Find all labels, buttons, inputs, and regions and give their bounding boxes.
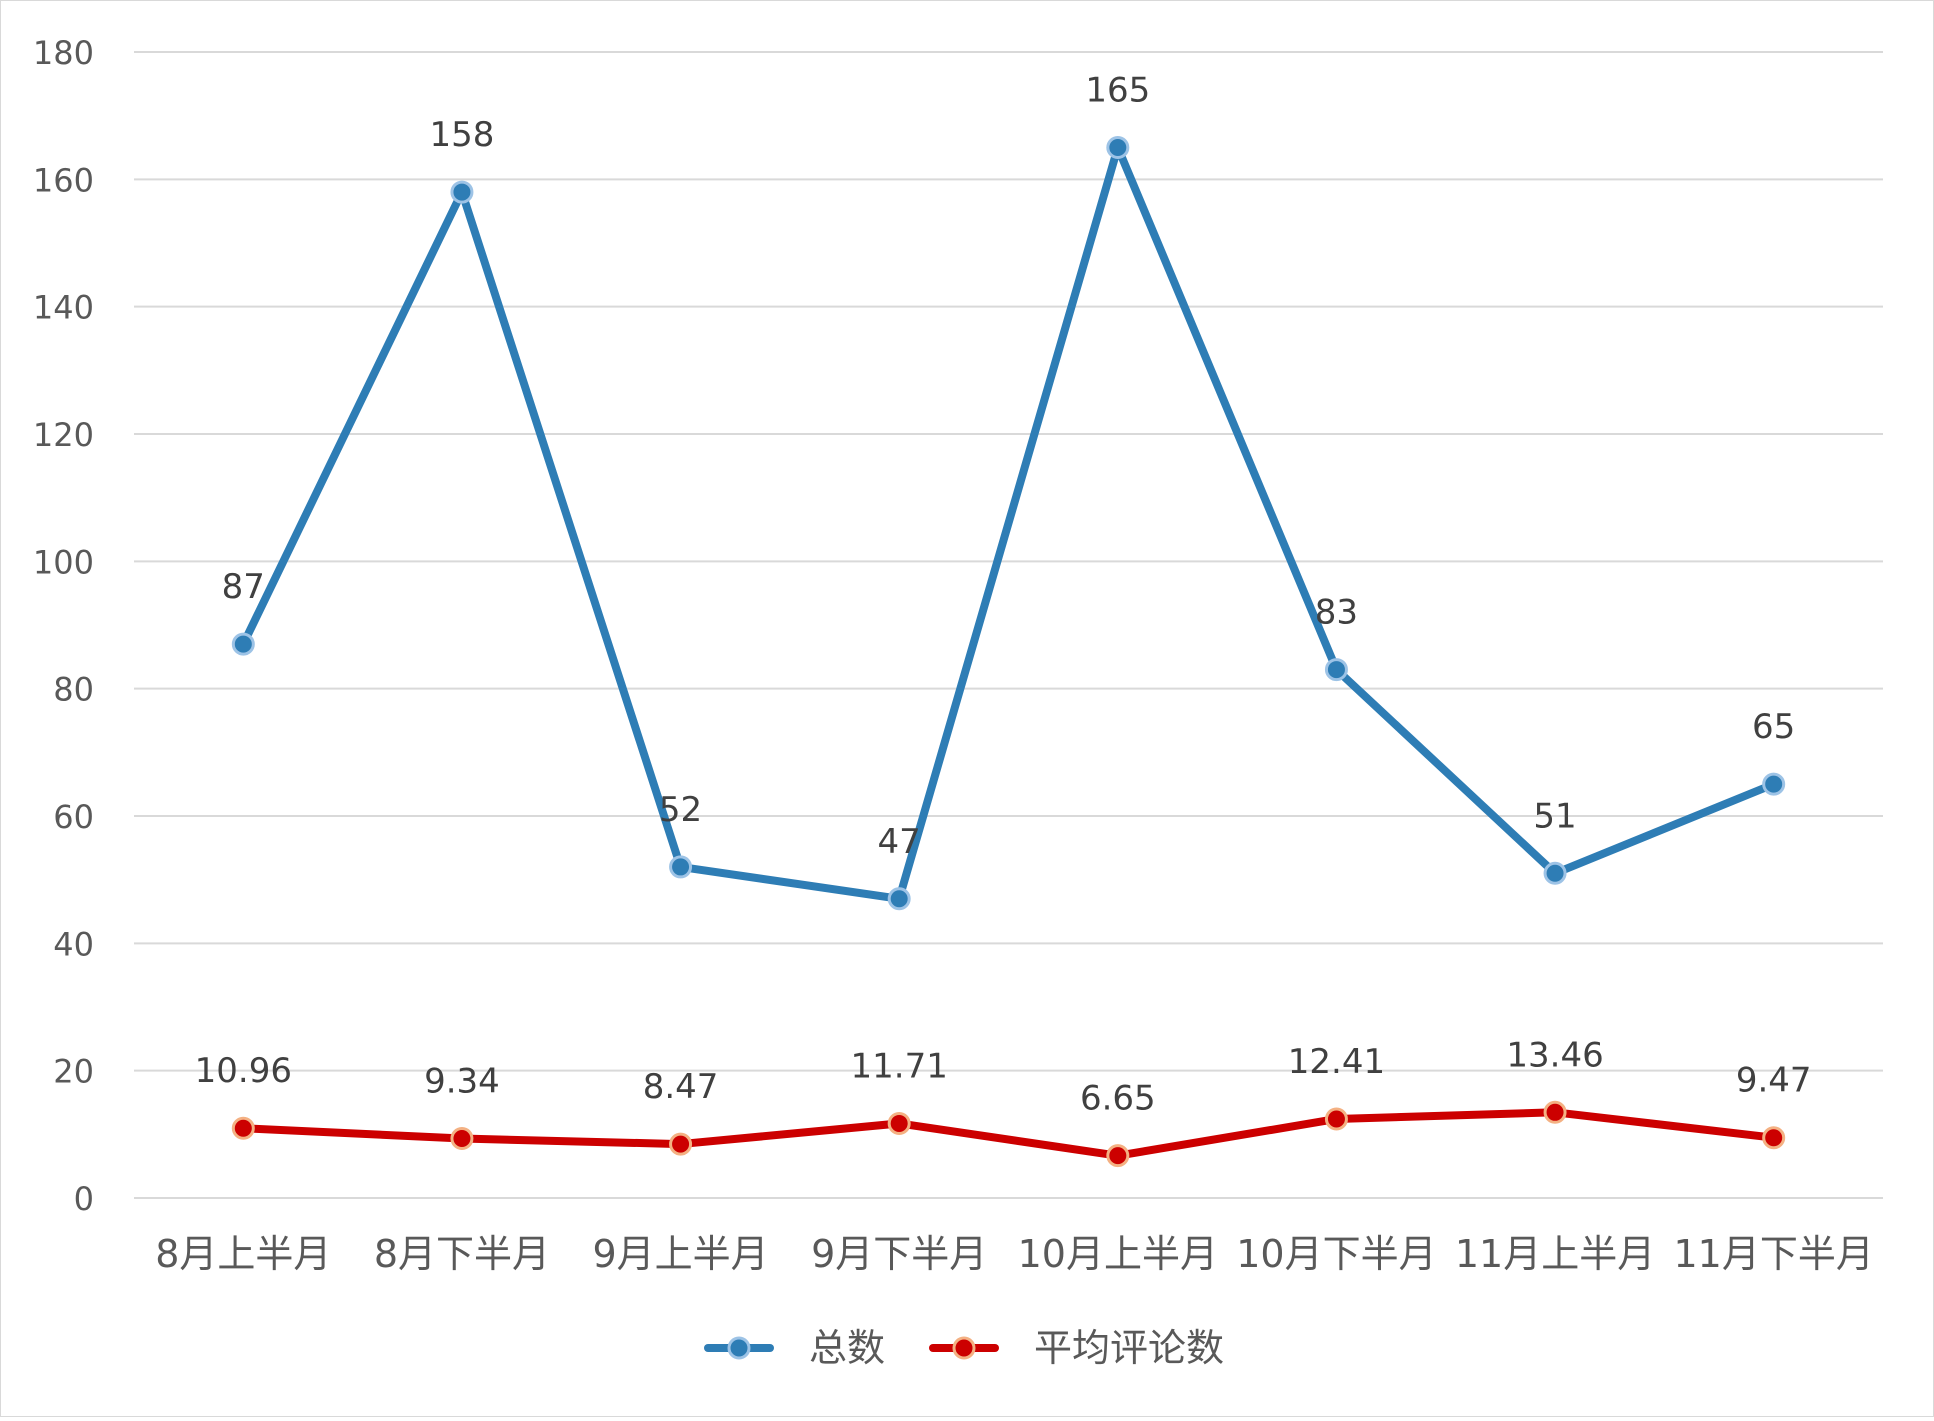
legend-label: 平均评论数 (1034, 1326, 1224, 1370)
data-label: 9.47 (1736, 1061, 1812, 1101)
data-label: 8.47 (643, 1067, 719, 1107)
x-axis-ticks: 8月上半月 8月下半月 9月上半月 9月下半月 10月上半月 10月下半月 11月上半月 11… (155, 1232, 1874, 1276)
x-tick-label: 11月上半月 (1455, 1232, 1655, 1276)
y-tick-label: 160 (33, 161, 94, 199)
data-point (887, 1111, 911, 1135)
data-point (1543, 861, 1567, 885)
y-tick-label: 40 (53, 925, 94, 963)
y-tick-label: 140 (33, 289, 94, 327)
data-labels: 87 158 52 47 165 83 51 65 10.96 9.34 8.47 11.71 6.65… (195, 71, 1812, 1119)
legend-swatch-marker (727, 1336, 751, 1360)
data-point (1762, 1126, 1786, 1150)
y-tick-label: 180 (33, 34, 94, 72)
data-point (231, 632, 255, 656)
y-axis-ticks: 0 20 40 60 80 100 120 140 160 180 (33, 34, 94, 1218)
series-line (239, 1108, 1778, 1160)
y-tick-label: 0 (74, 1180, 94, 1218)
data-point (1324, 658, 1348, 682)
data-label: 52 (659, 790, 702, 830)
data-label: 47 (878, 822, 921, 862)
data-point (1106, 1144, 1130, 1168)
series-2 (231, 1100, 1786, 1168)
data-point (1106, 136, 1130, 159)
data-label: 158 (429, 115, 494, 155)
data-point (450, 1127, 474, 1151)
data-point (669, 1132, 693, 1156)
data-point (231, 1116, 255, 1140)
legend-label: 总数 (809, 1326, 885, 1370)
y-tick-label: 80 (53, 671, 94, 709)
legend-item-1: 总数 (704, 1326, 885, 1370)
data-label: 12.41 (1288, 1042, 1385, 1082)
data-point (669, 855, 693, 879)
data-point (1543, 1100, 1567, 1124)
legend-item-2: 平均评论数 (929, 1326, 1224, 1370)
series-1 (231, 136, 1786, 911)
data-label: 10.96 (195, 1051, 292, 1091)
y-tick-label: 100 (33, 543, 94, 581)
data-label: 51 (1533, 796, 1576, 836)
data-label: 11.71 (851, 1046, 948, 1086)
data-point (450, 180, 474, 204)
y-tick-label: 20 (53, 1053, 94, 1091)
data-point (1324, 1107, 1348, 1131)
data-label: 13.46 (1506, 1035, 1603, 1075)
legend: 总数 平均评论数 (704, 1326, 1224, 1370)
data-point (887, 887, 911, 911)
x-tick-label: 8月下半月 (374, 1232, 550, 1276)
series-line (239, 143, 1778, 903)
y-tick-label: 120 (33, 416, 94, 454)
data-label: 165 (1085, 71, 1150, 111)
legend-swatch-marker (952, 1336, 976, 1360)
data-label: 65 (1752, 707, 1795, 747)
data-label: 87 (222, 567, 265, 607)
data-label: 9.34 (424, 1062, 500, 1102)
gridlines (134, 51, 1883, 1199)
x-tick-label: 8月上半月 (155, 1232, 331, 1276)
data-label: 83 (1315, 593, 1358, 633)
x-tick-label: 10月下半月 (1236, 1232, 1436, 1276)
data-point (1762, 772, 1786, 796)
series-layer (231, 136, 1786, 1168)
y-tick-label: 60 (53, 798, 94, 836)
x-tick-label: 9月下半月 (811, 1232, 987, 1276)
data-label: 6.65 (1080, 1079, 1156, 1119)
x-tick-label: 11月下半月 (1674, 1232, 1874, 1276)
x-tick-label: 9月上半月 (592, 1232, 768, 1276)
x-tick-label: 10月上半月 (1018, 1232, 1218, 1276)
